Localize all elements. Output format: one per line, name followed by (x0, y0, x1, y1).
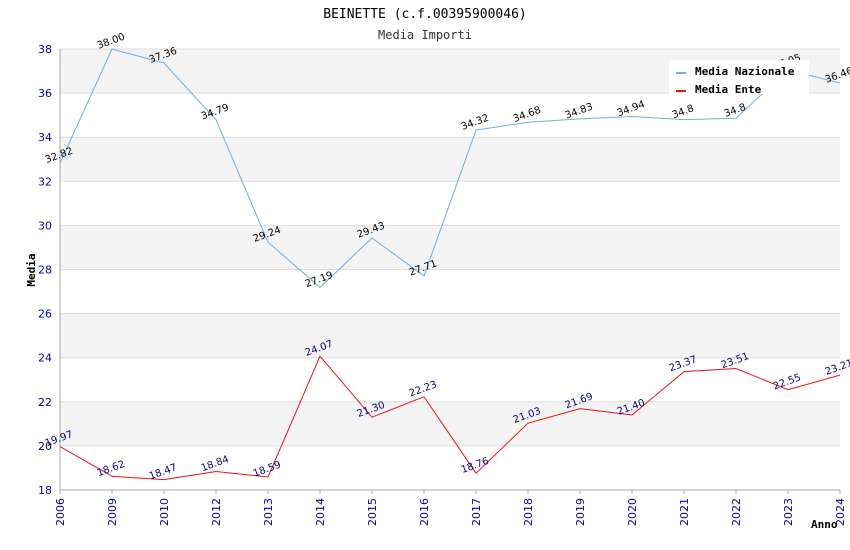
y-tick-label: 38 (38, 43, 52, 56)
y-tick-label: 24 (38, 352, 52, 365)
y-tick-label: 26 (38, 308, 52, 321)
x-tick-label: 2024 (834, 498, 847, 526)
legend: Media Nazionale Media Ente (669, 60, 809, 96)
grid-band (60, 225, 840, 270)
legend-label: Media Ente (695, 83, 762, 96)
x-tick-label: 2012 (210, 498, 223, 526)
series-layer (59, 48, 841, 481)
grid-band (60, 401, 840, 446)
grid-band (60, 445, 840, 490)
y-tick-label: 18 (38, 484, 52, 497)
y-tick-label: 30 (38, 219, 52, 232)
y-tick-label: 34 (38, 131, 52, 144)
x-tick-label: 2023 (782, 498, 795, 526)
y-tick-label: 36 (38, 87, 52, 100)
y-tick-label: 32 (38, 175, 52, 188)
axes (59, 49, 840, 491)
y-tick-label: 20 (38, 440, 52, 453)
chart-subtitle: Media Importi (378, 28, 472, 42)
x-tick-label: 2014 (314, 498, 327, 526)
x-tick-label: 2022 (730, 498, 743, 526)
grid-band (60, 357, 840, 402)
x-tick-label: 2019 (574, 498, 587, 526)
grid-bands (60, 49, 840, 490)
x-tick-label: 2017 (470, 498, 483, 526)
x-tick-label: 2016 (418, 498, 431, 526)
grid-band (60, 137, 840, 182)
legend-label: Media Nazionale (695, 65, 795, 78)
grid-band (60, 313, 840, 358)
y-tick-labels: 18 20 22 24 26 28 30 32 34 36 38 (38, 43, 52, 497)
x-axis-label: Anno (811, 518, 838, 531)
grid-band (60, 269, 840, 314)
grid-band (60, 93, 840, 138)
x-tick-label: 2013 (262, 498, 275, 526)
x-tick-label: 2006 (54, 498, 67, 526)
x-tick-label: 2009 (106, 498, 119, 526)
y-tick-label: 28 (38, 264, 52, 277)
x-tick-label: 2010 (158, 498, 171, 526)
x-tick-label: 2018 (522, 498, 535, 526)
series-line-media-ente (59, 355, 841, 481)
series-line-media-nazionale (59, 48, 841, 289)
y-tick-label: 22 (38, 396, 52, 409)
x-tick-labels: 2006 2009 2010 2012 2013 2014 2015 2016 2017 2018… (54, 490, 847, 526)
x-tick-label: 2015 (366, 498, 379, 526)
chart-title: BEINETTE (c.f.00395900046) (323, 7, 527, 22)
legend-box (669, 60, 809, 94)
y-axis-label: Media (25, 253, 38, 286)
x-tick-label: 2020 (626, 498, 639, 526)
x-tick-label: 2021 (678, 498, 691, 526)
